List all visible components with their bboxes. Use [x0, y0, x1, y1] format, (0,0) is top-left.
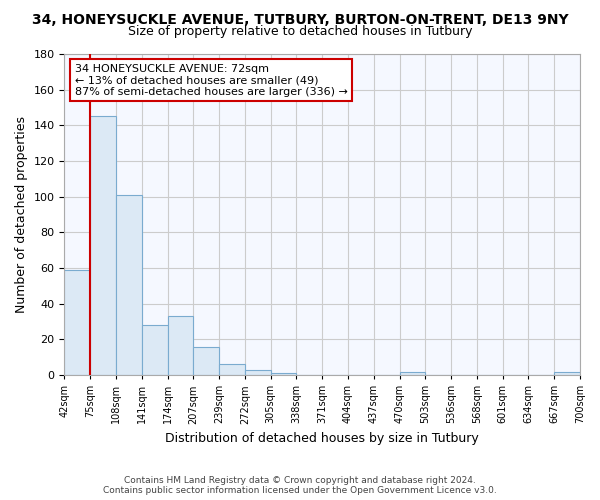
Text: 34, HONEYSUCKLE AVENUE, TUTBURY, BURTON-ON-TRENT, DE13 9NY: 34, HONEYSUCKLE AVENUE, TUTBURY, BURTON-…	[32, 12, 568, 26]
Bar	[245, 370, 271, 375]
Bar	[193, 346, 219, 375]
Bar	[554, 372, 580, 375]
Y-axis label: Number of detached properties: Number of detached properties	[15, 116, 28, 313]
Text: Size of property relative to detached houses in Tutbury: Size of property relative to detached ho…	[128, 25, 472, 38]
X-axis label: Distribution of detached houses by size in Tutbury: Distribution of detached houses by size …	[166, 432, 479, 445]
Bar	[167, 316, 193, 375]
Bar	[400, 372, 425, 375]
Bar	[271, 374, 296, 375]
Bar	[116, 195, 142, 375]
Bar	[219, 364, 245, 375]
Bar	[142, 325, 167, 375]
Text: Contains HM Land Registry data © Crown copyright and database right 2024.
Contai: Contains HM Land Registry data © Crown c…	[103, 476, 497, 495]
Text: 34 HONEYSUCKLE AVENUE: 72sqm
← 13% of detached houses are smaller (49)
87% of se: 34 HONEYSUCKLE AVENUE: 72sqm ← 13% of de…	[75, 64, 347, 97]
Bar	[90, 116, 116, 375]
Bar	[64, 270, 90, 375]
